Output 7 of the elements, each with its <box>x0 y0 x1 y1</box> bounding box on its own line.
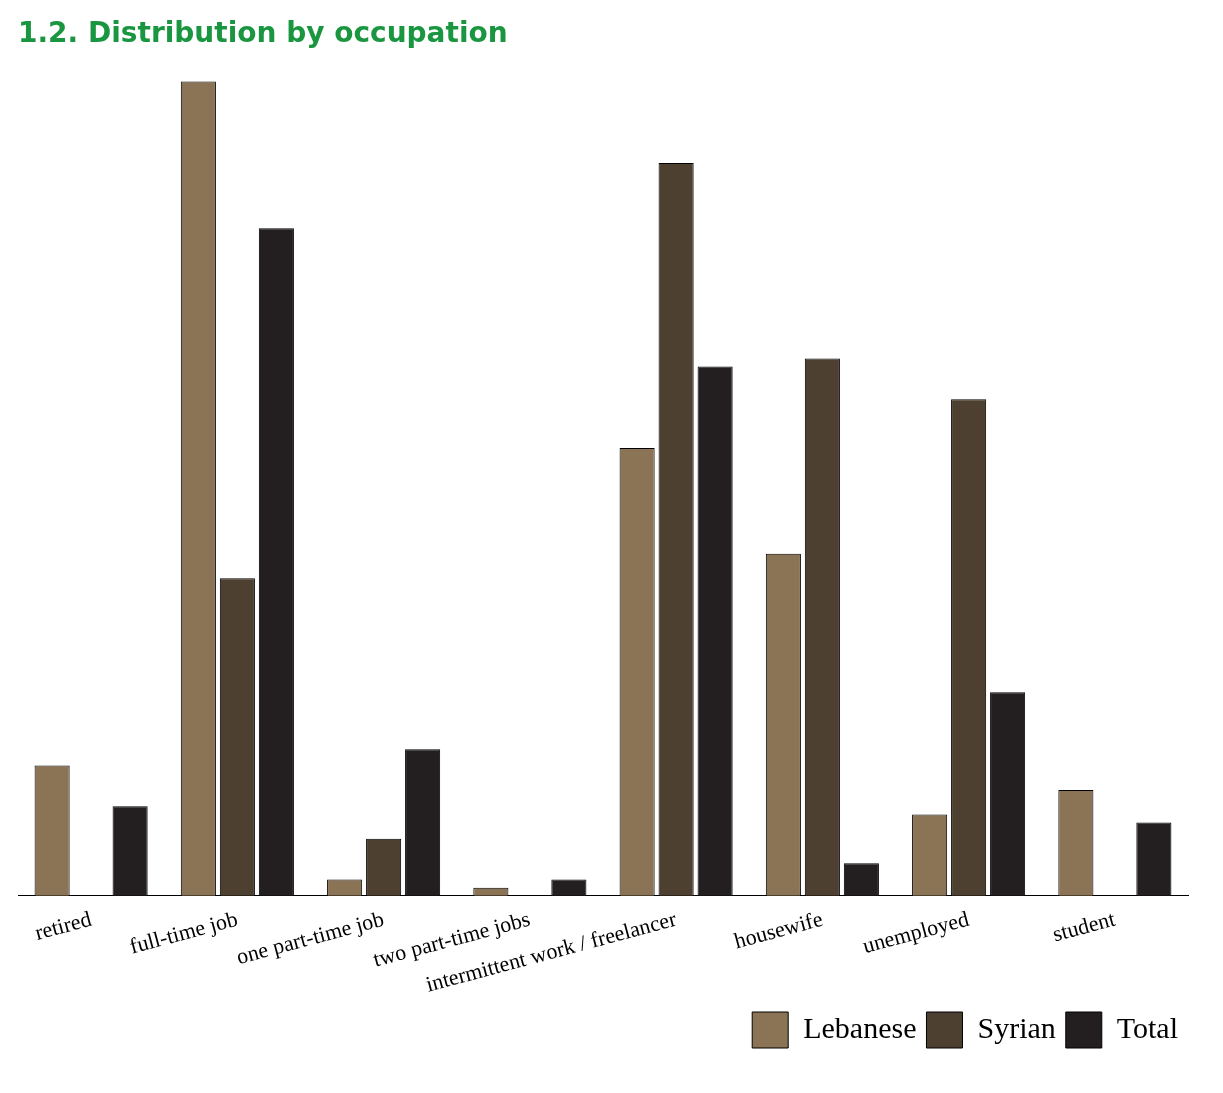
legend-label: Total <box>1116 1010 1178 1044</box>
legend-label: Lebanese <box>803 1010 917 1044</box>
x-tick-label: student <box>1049 905 1118 947</box>
x-tick-label: housewife <box>731 905 826 954</box>
legend-label: Syrian <box>977 1010 1056 1044</box>
x-tick-label: retired <box>32 905 94 945</box>
chart-title: 1.2. Distribution by occupation <box>18 16 508 50</box>
